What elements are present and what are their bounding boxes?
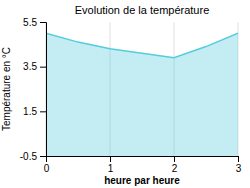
chart: 0 1 2 3 -0.5 1.5 3.5 5.5 Evolution de la tempéra… <box>0 0 250 188</box>
tick: 1.5 <box>23 106 46 117</box>
tick-label: 1.5 <box>23 106 37 117</box>
tick: 3.5 <box>23 61 46 72</box>
tick: 3 <box>236 156 242 174</box>
tick: 0 <box>44 156 50 174</box>
x-axis: 0 1 2 3 <box>44 156 242 174</box>
tick: -0.5 <box>20 151 46 162</box>
tick-mark <box>174 156 175 162</box>
tick: 1 <box>108 156 114 174</box>
tick-label: 2 <box>172 163 178 174</box>
tick-mark <box>40 111 46 112</box>
y-axis: -0.5 1.5 3.5 5.5 <box>20 17 47 162</box>
tick: 2 <box>172 156 178 174</box>
tick-mark <box>40 22 46 23</box>
axis-line <box>40 23 47 157</box>
axis-line <box>47 157 239 163</box>
tick-label: -0.5 <box>20 151 38 162</box>
tick-mark <box>238 156 239 162</box>
marks <box>46 33 238 156</box>
tick: 5.5 <box>23 17 46 28</box>
line <box>46 33 238 58</box>
area <box>46 33 238 156</box>
grid <box>46 22 238 156</box>
plot: 0 1 2 3 -0.5 1.5 3.5 5.5 <box>20 17 242 174</box>
tick-mark <box>40 156 46 157</box>
tick-label: 5.5 <box>23 17 37 28</box>
tick-mark <box>110 156 111 162</box>
tick-label: 3 <box>236 163 242 174</box>
x-label: heure par heure <box>104 175 180 186</box>
tick-label: 0 <box>44 163 50 174</box>
tick-label: 3.5 <box>23 61 37 72</box>
tick-mark <box>40 67 46 68</box>
tick-label: 1 <box>108 163 114 174</box>
title: Evolution de la température <box>75 4 210 16</box>
y-label: Température en °C <box>1 47 12 131</box>
